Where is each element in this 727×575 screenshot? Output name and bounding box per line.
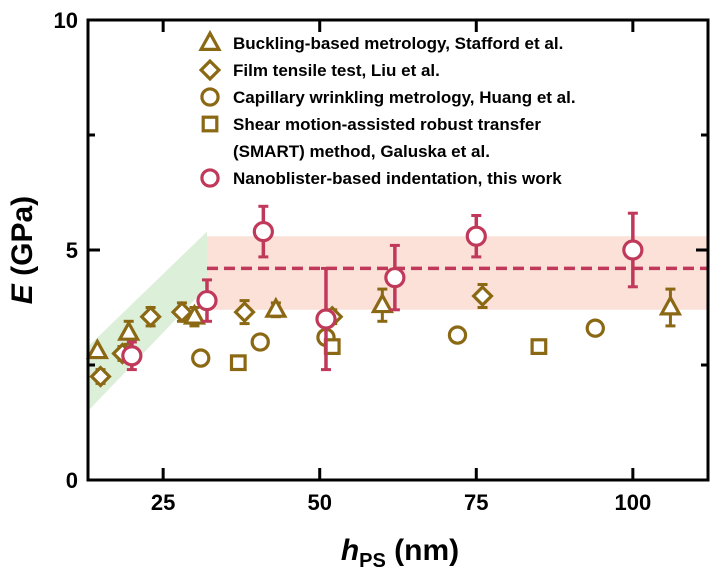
red-circle-series xyxy=(121,204,644,372)
legend-label: Shear motion-assisted robust transfer xyxy=(233,115,541,134)
circle-marker-5 xyxy=(447,325,468,345)
diamond-marker-7 xyxy=(471,284,494,308)
circle-marker-3 xyxy=(250,332,270,352)
legend-circle-icon xyxy=(200,87,220,107)
legend-label: Nanoblister-based indentation, this work xyxy=(233,169,562,188)
triangle-marker-4 xyxy=(264,296,288,318)
legend-item-2: Film tensile test, Liu et al. xyxy=(198,58,440,82)
y-axis-title: E (GPa) xyxy=(6,196,39,304)
legend: Buckling-based metrology, Stafford et al… xyxy=(198,29,576,188)
diamond-marker-4 xyxy=(170,300,194,324)
ticks: 25 50 75 100 0 5 10 xyxy=(54,8,708,515)
square-series xyxy=(229,338,548,372)
triangle-marker-5 xyxy=(370,292,394,314)
legend-item-1: Buckling-based metrology, Stafford et al… xyxy=(198,29,563,53)
legend-label: Capillary wrinkling metrology, Huang et … xyxy=(233,88,576,107)
circle-marker-7 xyxy=(622,239,644,261)
y-tick-label: 5 xyxy=(66,238,78,263)
diamond-marker-3 xyxy=(139,305,162,328)
y-tick-label: 0 xyxy=(66,468,78,493)
circle-marker-3 xyxy=(252,220,274,243)
legend-square-icon xyxy=(201,115,219,133)
data-points xyxy=(85,204,683,388)
triangle-marker-6 xyxy=(658,294,683,316)
y-tick-label: 10 xyxy=(54,8,78,33)
circle-marker-1 xyxy=(121,345,143,367)
diamond-marker-5 xyxy=(233,300,256,324)
x-tick-label: 75 xyxy=(464,490,488,515)
square-marker-1 xyxy=(229,354,247,372)
triangle-marker-1 xyxy=(85,338,110,360)
circle-marker-6 xyxy=(585,318,605,338)
x-tick-label: 100 xyxy=(614,490,651,515)
x-tick-label: 50 xyxy=(307,490,331,515)
legend-circle-icon xyxy=(200,168,220,188)
legend-label: (SMART) method, Galuska et al. xyxy=(233,142,490,161)
legend-diamond-icon xyxy=(198,58,222,82)
legend-label: Film tensile test, Liu et al. xyxy=(233,61,440,80)
x-tick-label: 25 xyxy=(151,490,175,515)
diamond-marker-1 xyxy=(89,365,112,388)
triangle-marker-2 xyxy=(117,319,141,341)
square-marker-3 xyxy=(530,338,548,355)
triangle-series xyxy=(85,287,683,360)
x-axis-title: hPS (nm) xyxy=(341,534,459,572)
red-band xyxy=(206,236,708,310)
circle-marker-6 xyxy=(465,225,487,247)
legend-item-3: Capillary wrinkling metrology, Huang et … xyxy=(200,87,576,107)
legend-label: Buckling-based metrology, Stafford et al… xyxy=(233,34,563,53)
legend-item-5: Nanoblister-based indentation, this work xyxy=(200,168,562,188)
circle-marker-2 xyxy=(191,348,211,368)
legend-item-4: Shear motion-assisted robust transfer (SM… xyxy=(201,115,541,161)
legend-triangle-icon xyxy=(198,29,222,51)
circle-marker-4 xyxy=(315,308,337,330)
circle-marker-2 xyxy=(196,289,218,312)
circle-marker-5 xyxy=(384,266,406,289)
